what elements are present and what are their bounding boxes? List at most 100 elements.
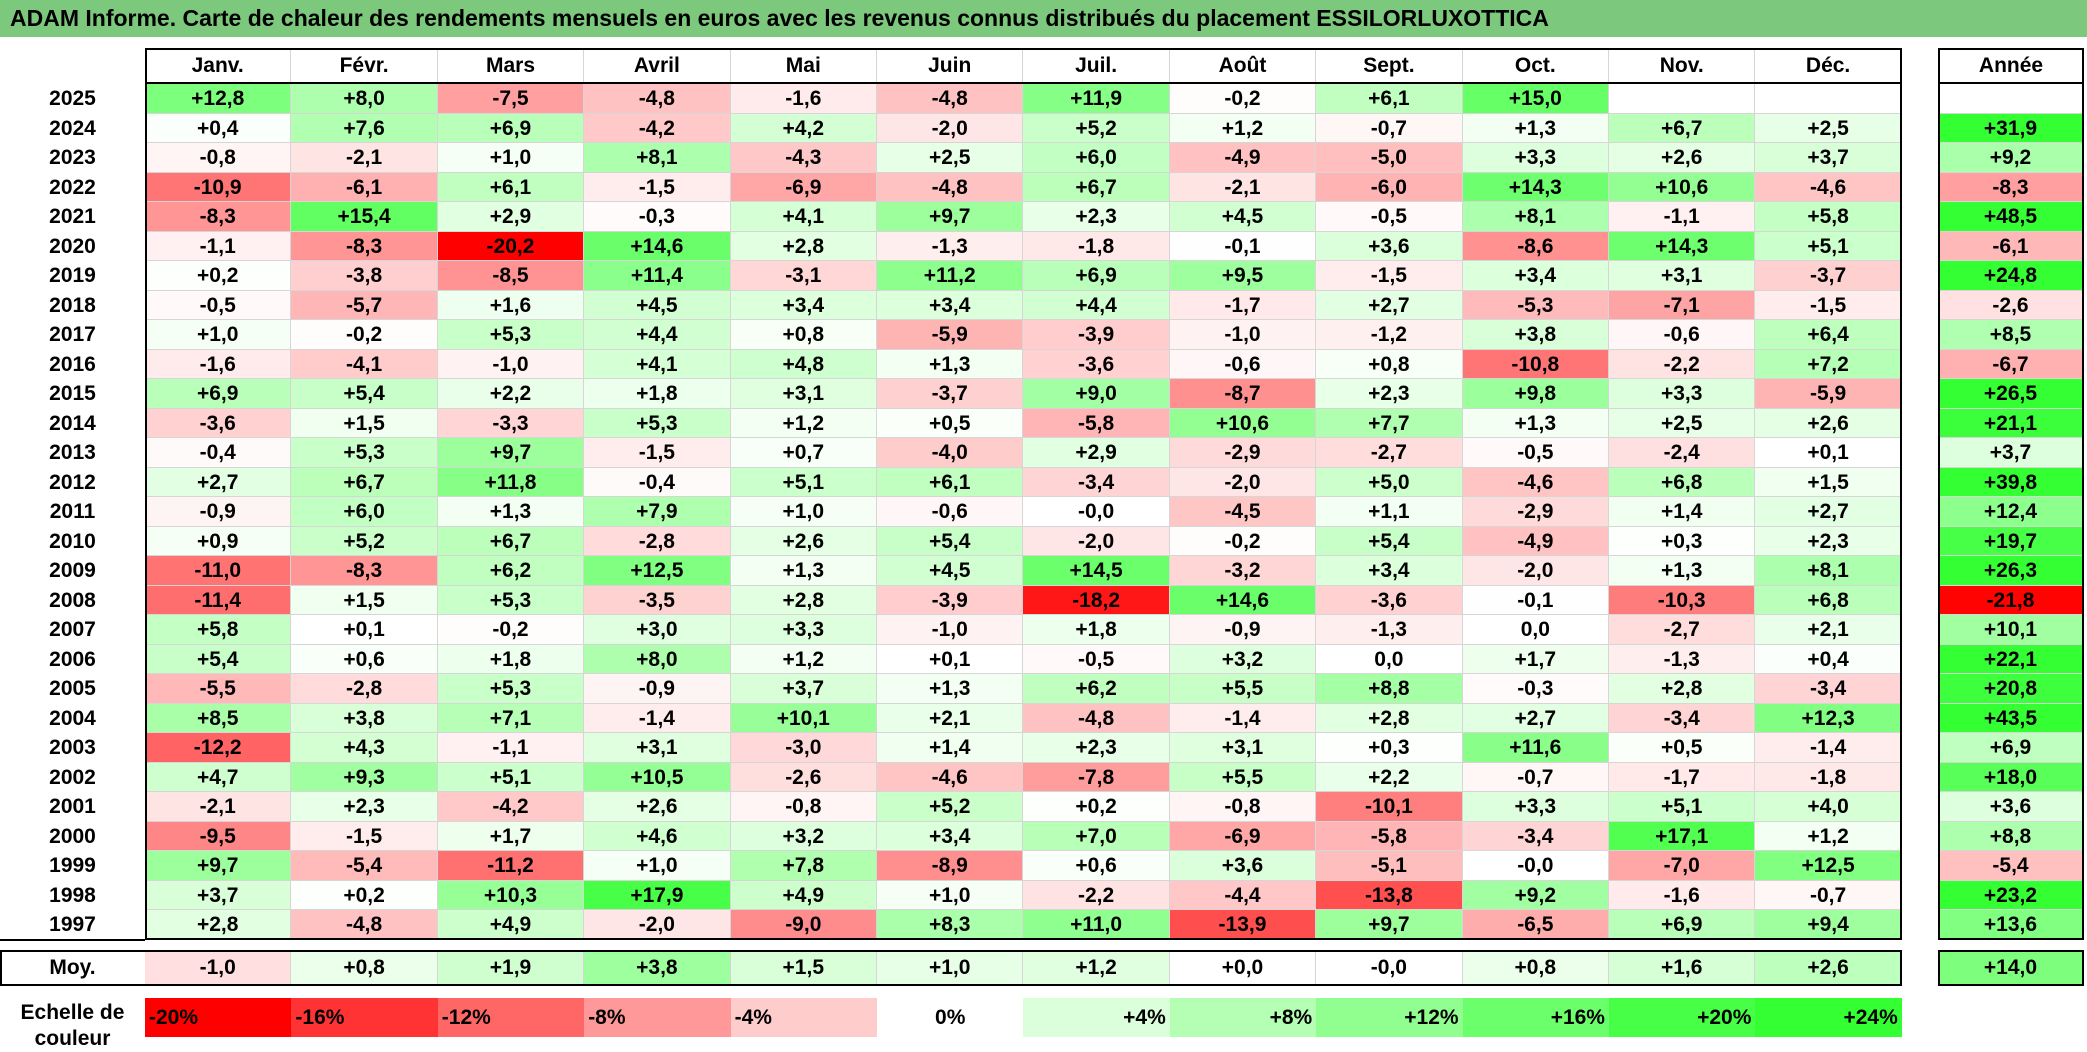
heatmap-cell: -11,2 (437, 851, 585, 881)
heatmap-cell: +0,6 (1023, 851, 1170, 881)
row-label-year: 2002 (49, 765, 96, 789)
heatmap-cell: +5,8 (145, 615, 292, 645)
heatmap-cell: +15,0 (1462, 84, 1609, 114)
heatmap-cell: +0,1 (877, 644, 1024, 674)
legend-label-line1: Echelle de (20, 1000, 125, 1024)
legend-label: Echelle de couleur (0, 1000, 145, 1052)
heatmap-cell: +7,0 (1023, 821, 1170, 851)
heatmap-cell: -3,3 (437, 408, 585, 438)
heatmap-cell: -3,1 (730, 261, 877, 291)
annual-cell: +8,8 (1938, 821, 2084, 851)
heatmap-cell: -4,8 (877, 84, 1024, 114)
annual-cell: +6,9 (1938, 733, 2084, 763)
heatmap-cell: -8,3 (291, 231, 438, 261)
heatmap-cell: +0,2 (291, 880, 438, 910)
heatmap-cell: +1,3 (877, 674, 1024, 704)
row-label-year: 2013 (49, 441, 96, 464)
heatmap-cell: +7,6 (291, 113, 438, 143)
heatmap-cell: -0,9 (145, 497, 292, 527)
heatmap-cell: +12,5 (1755, 851, 1902, 881)
heatmap-cell: -2,8 (291, 674, 438, 704)
heatmap-cell: +6,0 (1023, 143, 1170, 173)
heatmap-cell: -0,3 (584, 202, 731, 232)
heatmap-cell: -0,3 (1462, 674, 1609, 704)
heatmap-cell: +1,3 (1462, 408, 1609, 438)
heatmap-cell: -6,9 (1169, 821, 1317, 851)
legend-swatch: +20% (1609, 997, 1756, 1037)
heatmap-cell: +9,4 (1755, 910, 1902, 940)
heatmap-cell: +3,4 (877, 290, 1024, 320)
heatmap-cell: -3,4 (1609, 703, 1756, 733)
heatmap-cell: +5,3 (437, 585, 585, 615)
row-label-year: 1997 (49, 913, 96, 936)
heatmap-cell: +4,2 (730, 113, 877, 143)
heatmap-cell: +3,7 (1755, 143, 1902, 173)
heatmap-cell: -0,2 (1169, 84, 1317, 114)
annual-cell: -6,1 (1938, 231, 2084, 261)
heatmap-cell: -1,3 (1316, 615, 1463, 645)
heatmap-cell: -0,8 (730, 792, 877, 822)
heatmap-cell (1609, 84, 1756, 114)
heatmap-cell: +10,3 (437, 880, 585, 910)
annual-cell: +39,8 (1938, 467, 2084, 497)
heatmap-cell: +3,3 (730, 615, 877, 645)
heatmap-cell: +6,2 (437, 556, 585, 586)
heatmap-cell: -4,8 (1023, 703, 1170, 733)
heatmap-cell: -3,8 (291, 261, 438, 291)
heatmap-cell: -5,8 (1023, 408, 1170, 438)
heatmap-cell: +8,1 (1462, 202, 1609, 232)
heatmap-cell: +1,8 (437, 644, 585, 674)
row-label-year: 2021 (49, 205, 96, 228)
heatmap-cell: -2,4 (1609, 438, 1756, 468)
heatmap-cell: +6,8 (1755, 585, 1902, 615)
annual-cell: +9,2 (1938, 143, 2084, 173)
heatmap-cell: -3,9 (877, 585, 1024, 615)
heatmap-cell: +2,5 (877, 143, 1024, 173)
heatmap-cell: +2,7 (1755, 497, 1902, 527)
column-header-4: Mai (730, 48, 877, 84)
heatmap-cell: +11,9 (1023, 84, 1170, 114)
heatmap-cell: +0,2 (1023, 792, 1170, 822)
annual-cell: +20,8 (1938, 674, 2084, 704)
row-label-year: 2025 (49, 87, 96, 110)
heatmap-cell: +6,1 (1316, 84, 1463, 114)
legend-swatch: -12% (437, 997, 585, 1037)
heatmap-cell: -0,6 (1169, 349, 1317, 379)
annual-cell: +10,1 (1938, 615, 2084, 645)
row-label-year: 2023 (49, 146, 96, 169)
heatmap-cell: +2,8 (1609, 674, 1756, 704)
heatmap-cell: -1,5 (1316, 261, 1463, 291)
annual-cell: +3,7 (1938, 438, 2084, 468)
heatmap-cell: +3,8 (1462, 320, 1609, 350)
heatmap-cell: +1,1 (1316, 497, 1463, 527)
heatmap-cell: +3,3 (1609, 379, 1756, 409)
heatmap-cell: -1,5 (291, 821, 438, 851)
average-cell: -0,0 (1316, 949, 1463, 986)
heatmap-cell: -20,2 (437, 231, 585, 261)
heatmap-cell: +9,2 (1462, 880, 1609, 910)
heatmap-cell: +0,6 (291, 644, 438, 674)
heatmap-cell: +9,8 (1462, 379, 1609, 409)
heatmap-cell: +9,7 (437, 438, 585, 468)
heatmap-cell: -0,9 (584, 674, 731, 704)
heatmap-cell: -0,0 (1462, 851, 1609, 881)
heatmap-cell: -1,0 (437, 349, 585, 379)
row-label-year: 2007 (49, 618, 96, 641)
heatmap-cell: +15,4 (291, 202, 438, 232)
heatmap-cell: +9,7 (877, 202, 1024, 232)
heatmap-cell: -12,2 (145, 733, 292, 763)
heatmap-cell: +1,5 (1755, 467, 1902, 497)
heatmap-cell: +4,9 (730, 880, 877, 910)
heatmap-cell: +2,2 (437, 379, 585, 409)
heatmap-cell: +4,1 (730, 202, 877, 232)
heatmap-cell: -3,2 (1169, 556, 1317, 586)
heatmap-cell: +3,8 (291, 703, 438, 733)
annual-cell: +23,2 (1938, 880, 2084, 910)
annual-cell: +3,6 (1938, 792, 2084, 822)
row-label-year: 2022 (49, 175, 96, 199)
heatmap-cell: -0,2 (291, 320, 438, 350)
heatmap-cell: -2,2 (1023, 880, 1170, 910)
heatmap-cell: -4,9 (1169, 143, 1317, 173)
heatmap-cell: -0,6 (877, 497, 1024, 527)
heatmap-cell: +5,8 (1755, 202, 1902, 232)
